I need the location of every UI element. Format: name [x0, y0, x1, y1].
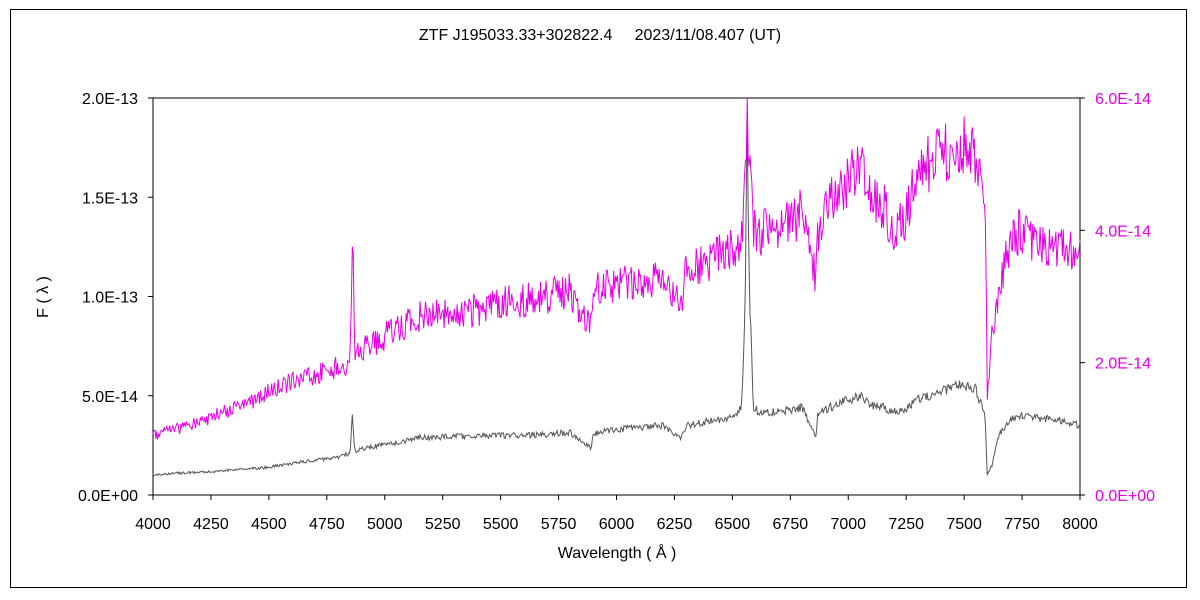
- y-tick-label-right: 4.0E-14: [1095, 223, 1151, 240]
- y-tick-label-right: 2.0E-14: [1095, 356, 1151, 373]
- x-tick-label: 4000: [135, 516, 171, 533]
- x-tick-label: 7500: [946, 516, 982, 533]
- y-tick-label-left: 2.0E-13: [82, 91, 138, 108]
- x-tick-label: 8000: [1062, 516, 1098, 533]
- x-tick-label: 6500: [715, 516, 751, 533]
- x-tick-label: 5750: [541, 516, 577, 533]
- y-tick-label-left: 0.0E+00: [78, 488, 138, 505]
- x-tick-label: 5000: [367, 516, 403, 533]
- y-tick-label-right: 6.0E-14: [1095, 91, 1151, 108]
- y-tick-label-left: 1.0E-13: [82, 290, 138, 307]
- x-tick-label: 6250: [657, 516, 693, 533]
- spectrum-series-right: [152, 97, 1081, 440]
- x-tick-label: 7000: [830, 516, 866, 533]
- x-tick-label: 4750: [309, 516, 345, 533]
- plot-area: [152, 97, 1081, 496]
- chart-title: ZTF J195033.33+302822.4 2023/11/08.407 (…: [418, 27, 782, 44]
- x-tick-label: 5500: [483, 516, 519, 533]
- y-tick-label-left: 5.0E-14: [82, 389, 138, 406]
- spectrum-series-left: [152, 119, 1081, 477]
- chart-frame: [10, 9, 1187, 588]
- x-tick-label: 4500: [251, 516, 287, 533]
- x-tick-label: 7750: [1004, 516, 1040, 533]
- y-tick-label-right: 0.0E+00: [1095, 488, 1155, 505]
- x-axis-label: Wavelength ( Å ): [557, 545, 677, 562]
- x-tick-label: 4250: [193, 516, 229, 533]
- x-tick-label: 6000: [599, 516, 635, 533]
- x-tick-label: 5250: [425, 516, 461, 533]
- x-tick-label: 6750: [773, 516, 809, 533]
- x-tick-label: 7250: [888, 516, 924, 533]
- y-tick-label-left: 1.5E-13: [82, 190, 138, 207]
